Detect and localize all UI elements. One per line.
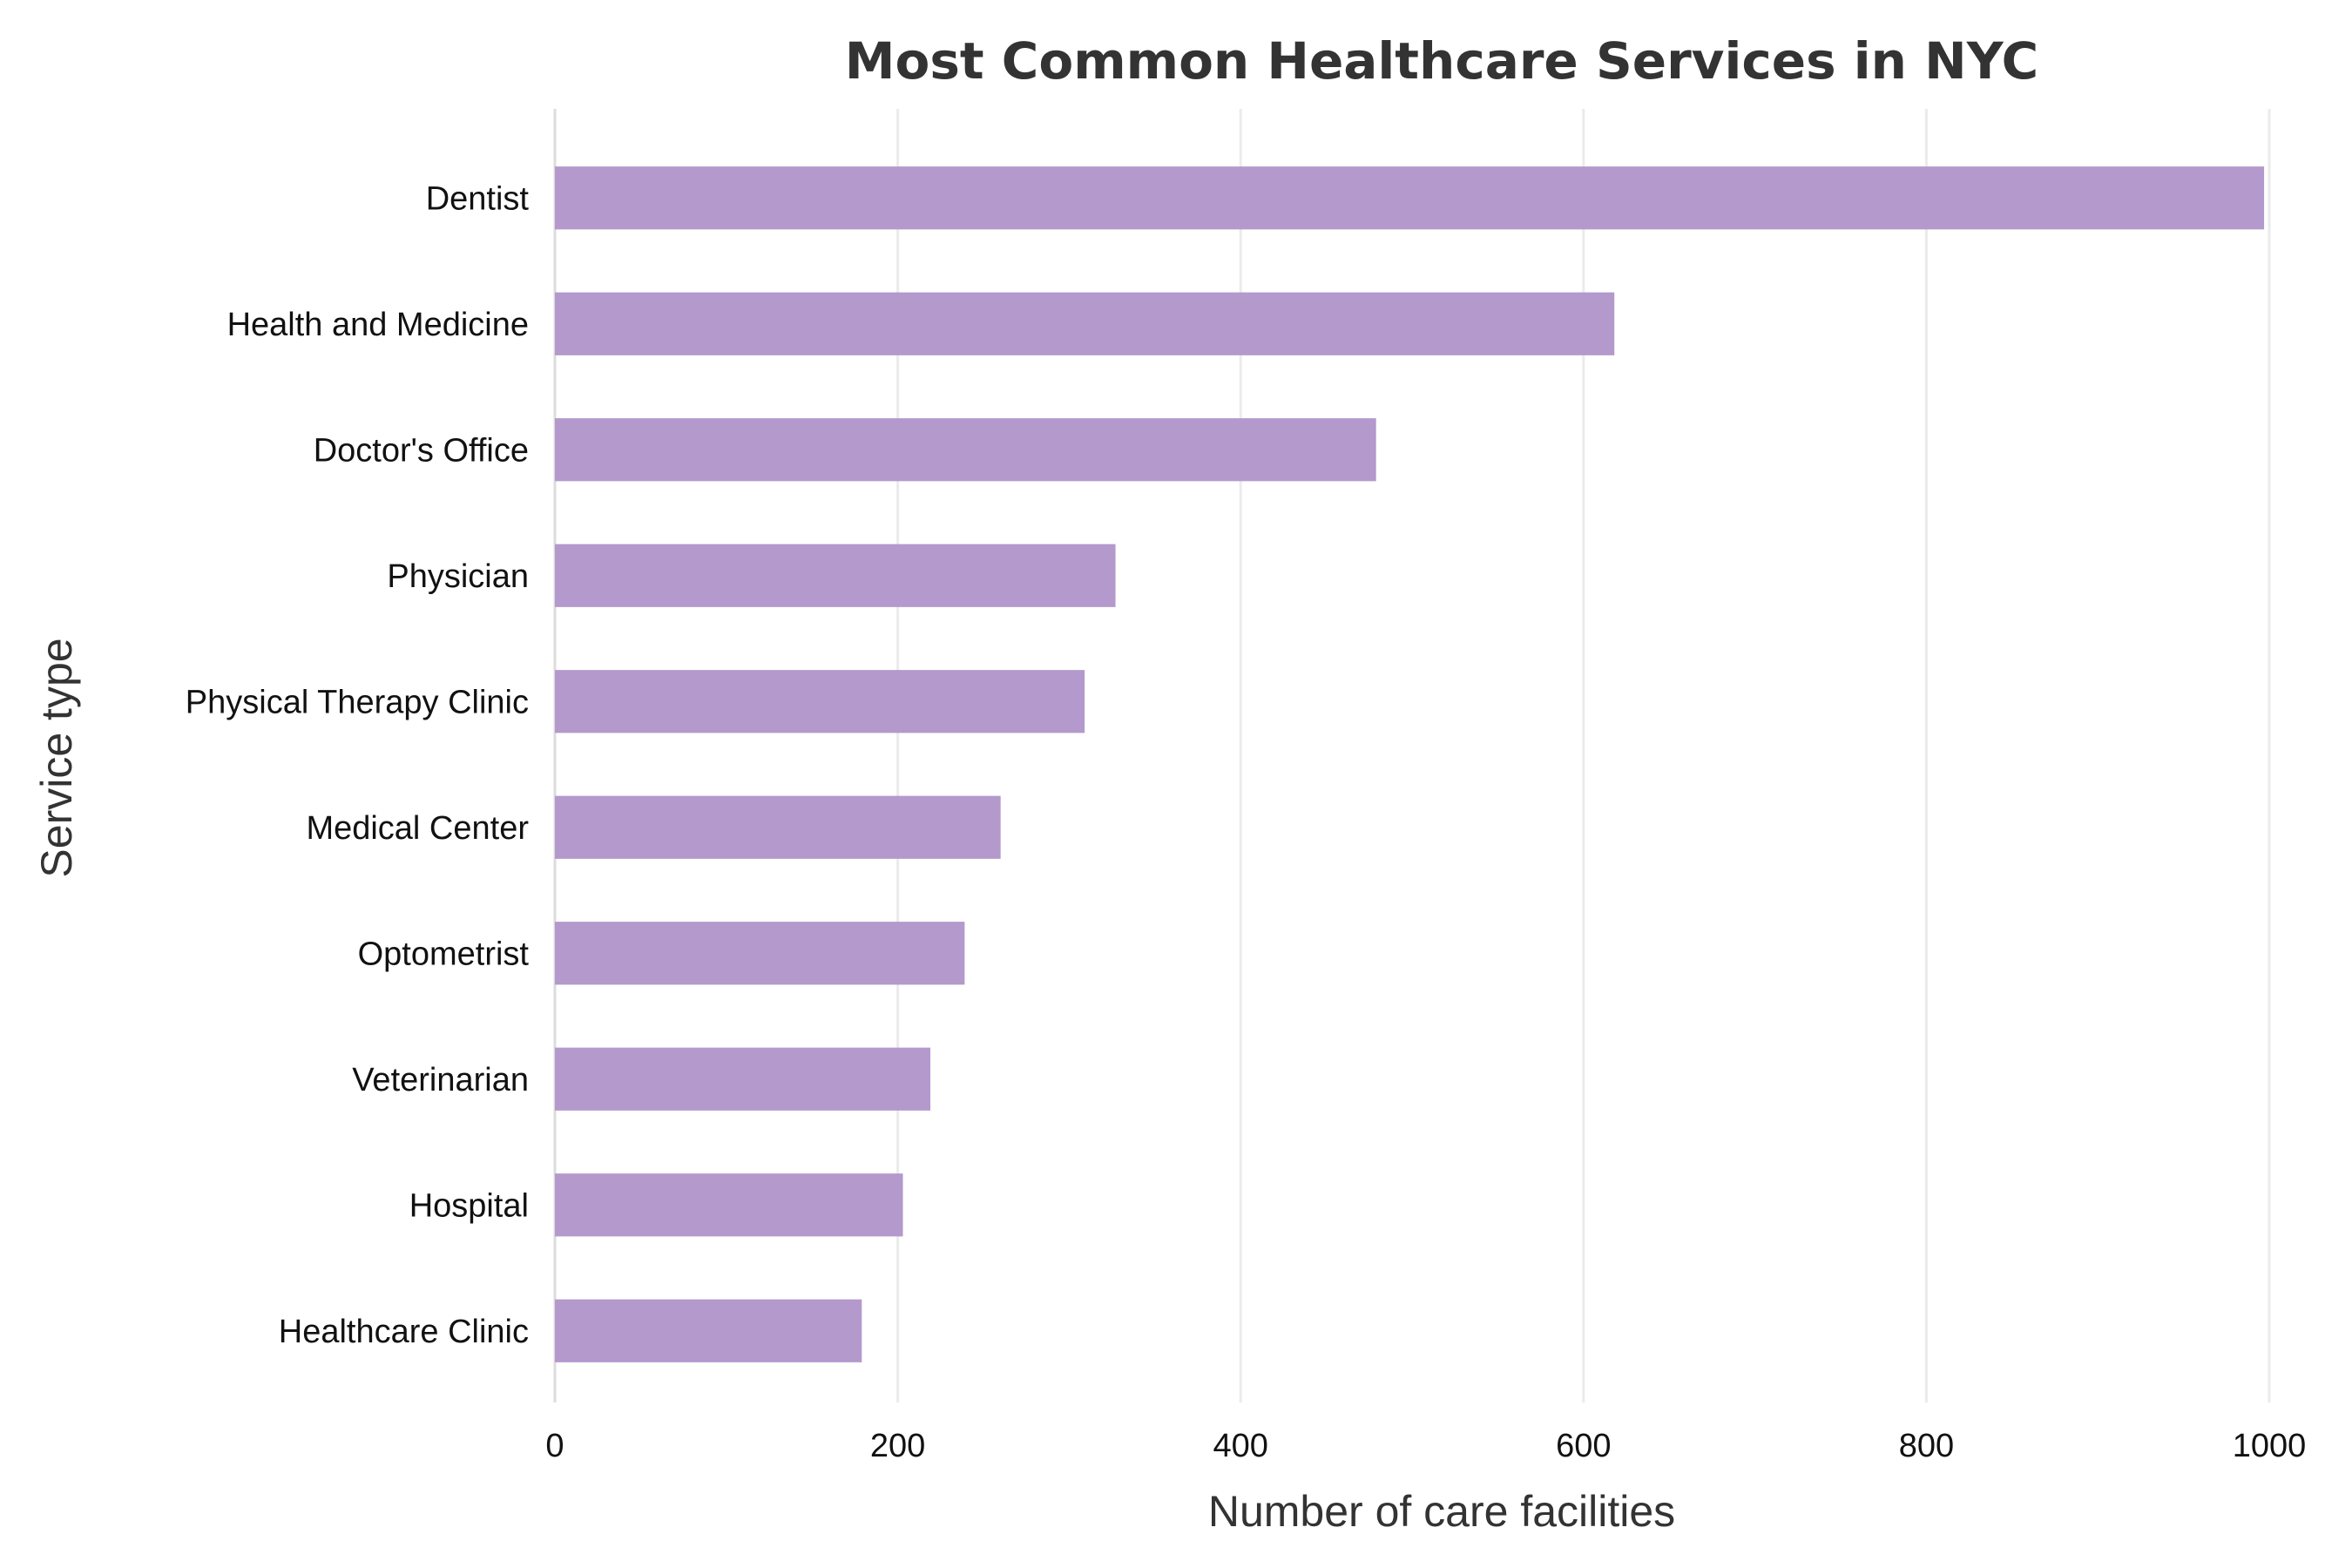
x-tick-label-200: 200 (870, 1428, 925, 1464)
bar-healthcare-clinic (555, 1299, 862, 1362)
x-tick-label-800: 800 (1899, 1428, 1954, 1464)
bar-veterinarian (555, 1047, 930, 1111)
y-tick-label-doctor-s-office: Doctor's Office (314, 432, 529, 469)
bar-medical-center (555, 795, 1001, 859)
x-tick-label-400: 400 (1213, 1428, 1267, 1464)
bar-physician (555, 544, 1116, 607)
y-tick-label-medical-center: Medical Center (306, 810, 529, 847)
y-tick-label-physical-therapy-clinic: Physical Therapy Clinic (186, 684, 529, 720)
y-tick-label-optometrist: Optometrist (358, 936, 530, 972)
x-tick-labels: 0 200 400 600 800 1000 (545, 1428, 2306, 1464)
bar-physical-therapy-clinic (555, 670, 1085, 733)
y-tick-label-physician: Physician (387, 558, 529, 595)
bar-dentist (555, 166, 2265, 230)
bar-hospital (555, 1173, 903, 1237)
x-tick-label-600: 600 (1556, 1428, 1611, 1464)
y-tick-label-dentist: Dentist (426, 180, 530, 217)
y-tick-label-healthcare-clinic: Healthcare Clinic (279, 1314, 529, 1350)
bars-layer (555, 166, 2265, 1362)
x-tick-label-0: 0 (545, 1428, 564, 1464)
bar-health-and-medicine (555, 292, 1615, 355)
x-tick-label-1000: 1000 (2233, 1428, 2307, 1464)
y-tick-labels: Dentist Health and Medicine Doctor's Offic… (186, 180, 530, 1350)
y-tick-label-health-and-medicine: Health and Medicine (227, 307, 529, 343)
y-tick-label-hospital: Hospital (409, 1187, 529, 1224)
bar-optometrist (555, 922, 965, 985)
y-tick-label-veterinarian: Veterinarian (352, 1062, 529, 1098)
bar-doctor-s-office (555, 418, 1376, 482)
chart-title: Most Common Healthcare Services in NYC (845, 31, 2038, 91)
x-axis-label: Number of care facilities (1208, 1487, 1675, 1536)
y-axis-label: Service type (32, 638, 81, 877)
